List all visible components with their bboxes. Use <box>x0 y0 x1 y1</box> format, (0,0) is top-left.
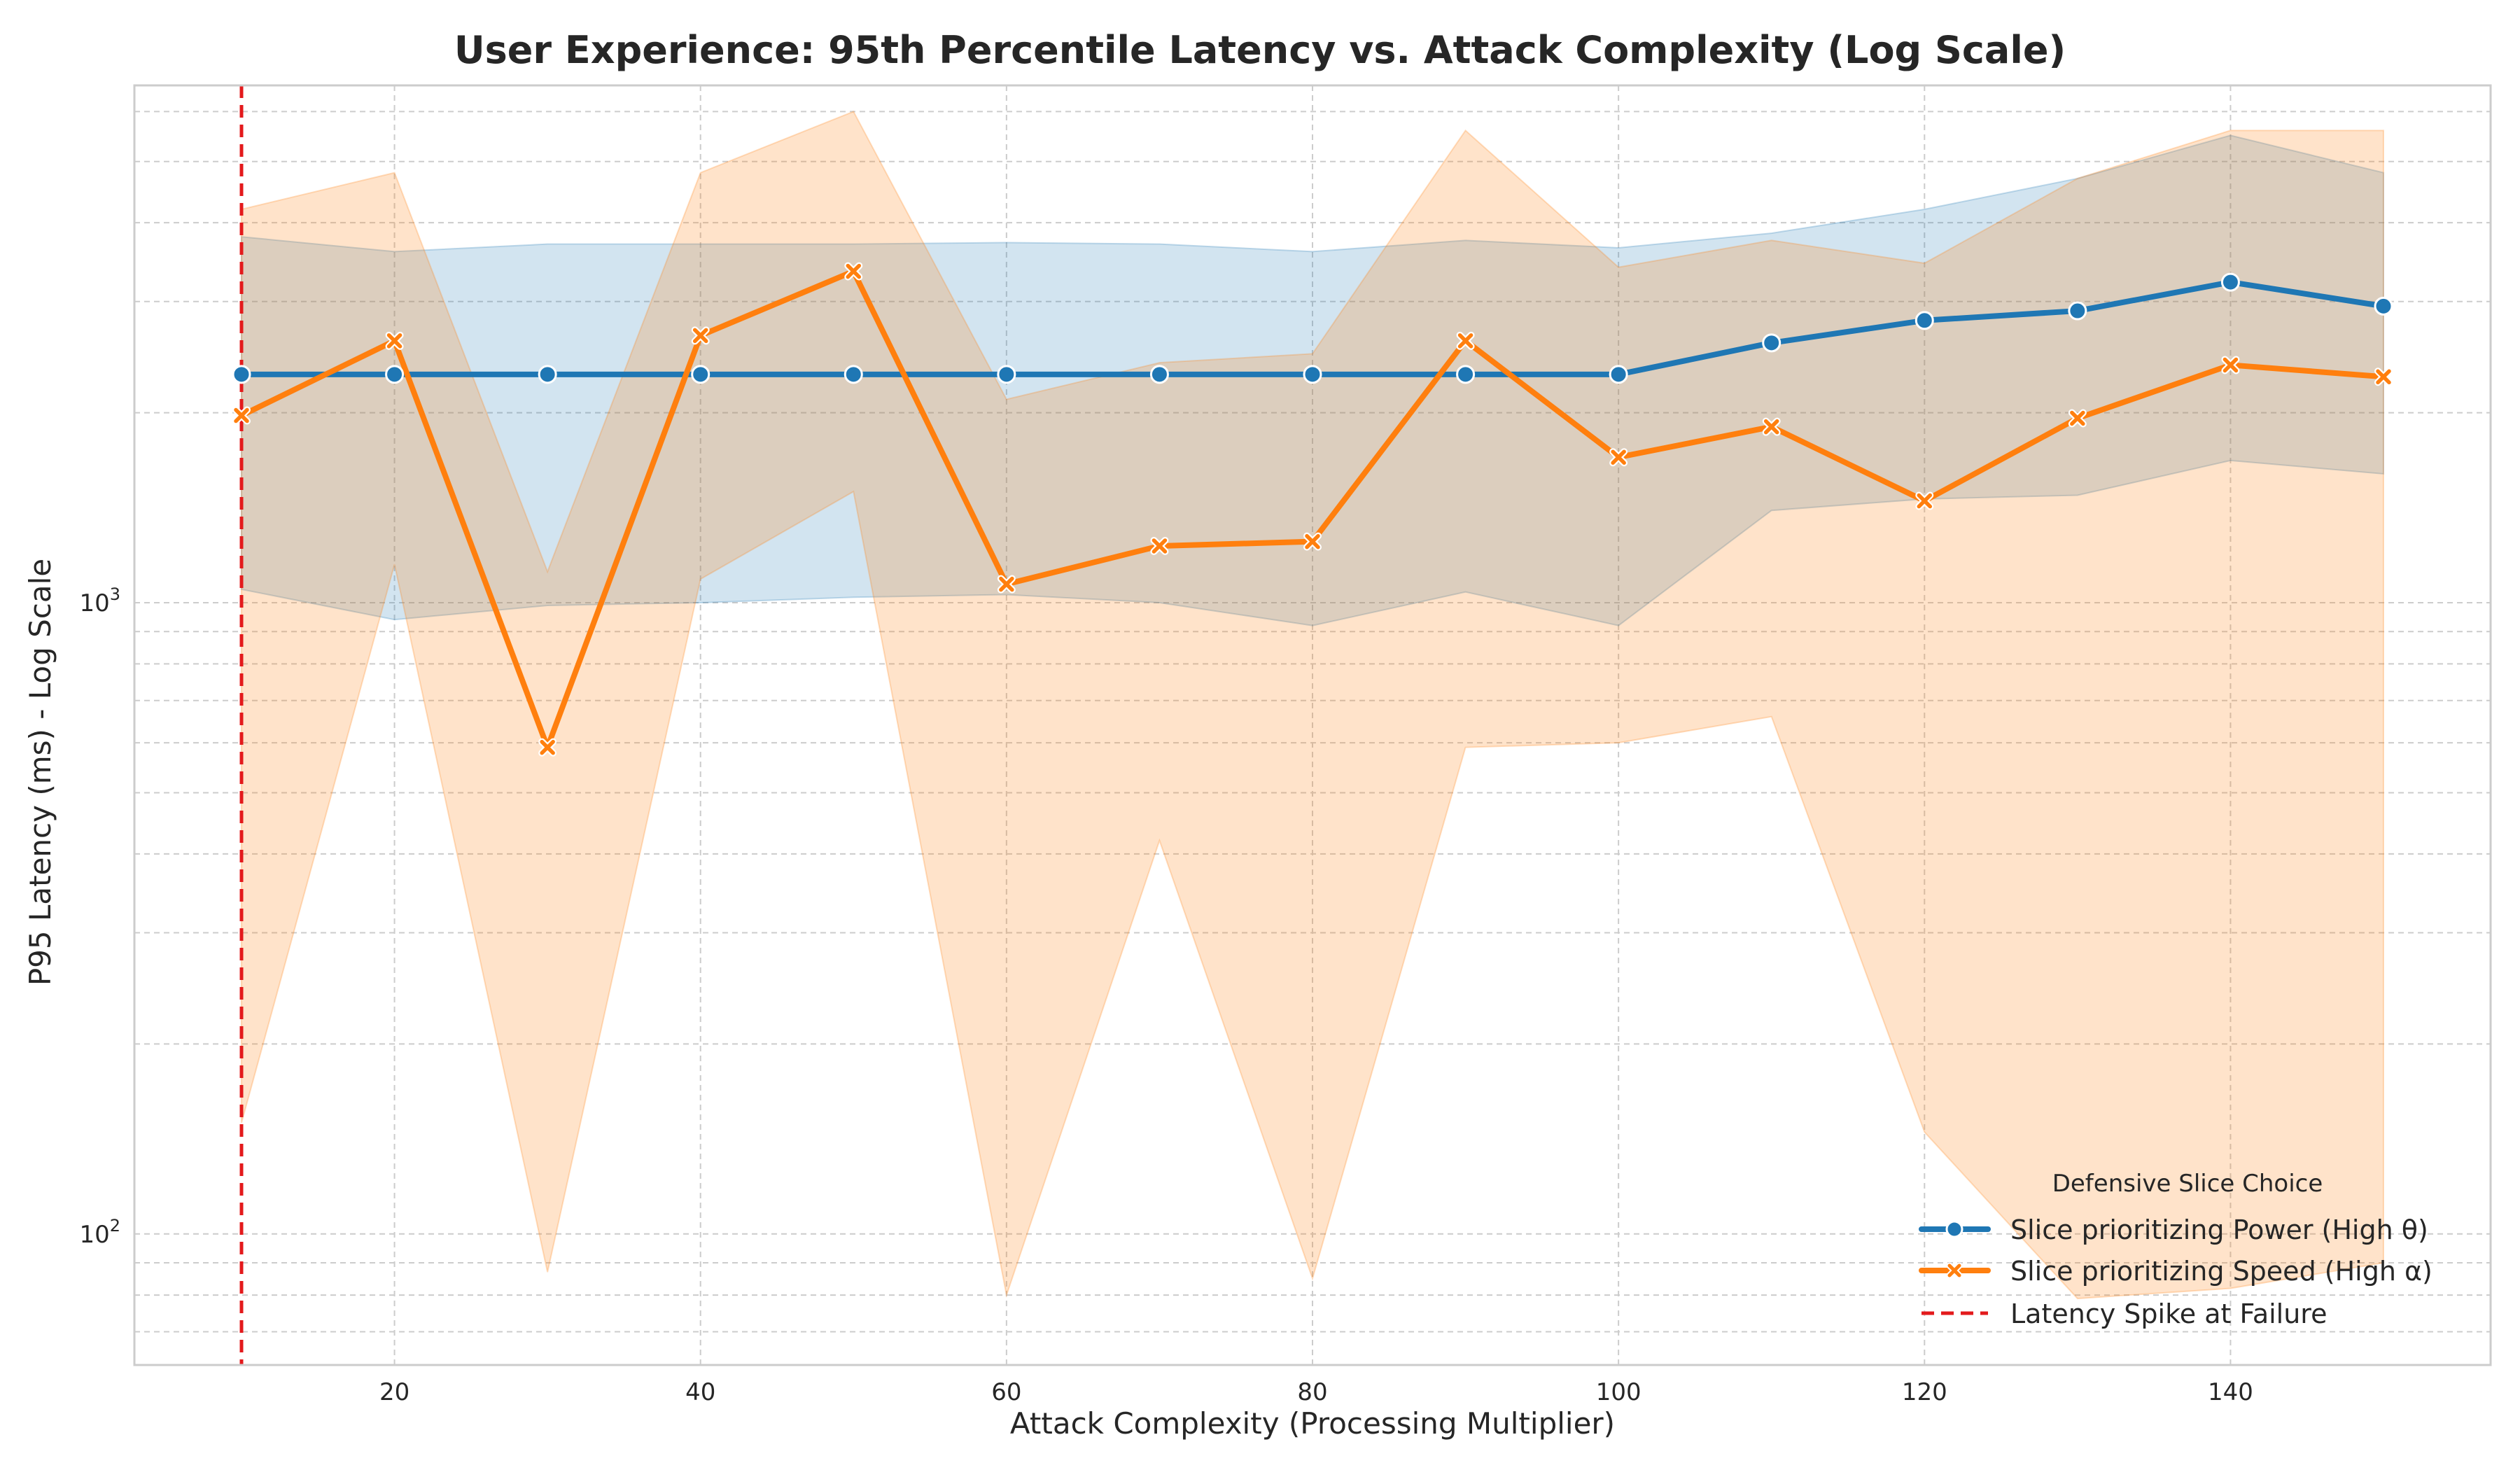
legend-marker-power <box>1945 1220 1963 1238</box>
y-tick-label: 103 <box>79 584 120 617</box>
data-point-power <box>1914 311 1934 330</box>
data-point-power <box>2068 301 2087 321</box>
data-point-speed <box>232 406 251 425</box>
data-point-speed-mark <box>1611 449 1626 465</box>
data-point-speed-mark <box>692 328 708 344</box>
confidence-band-speed <box>241 111 2384 1300</box>
x-tick-label: 120 <box>1902 1378 1947 1406</box>
data-point-speed-mark <box>540 739 555 755</box>
data-point-speed-mark <box>1763 419 1779 435</box>
data-point-speed <box>538 738 557 757</box>
data-point-power <box>2374 296 2393 316</box>
data-point-speed <box>1609 448 1628 467</box>
data-point-speed <box>1456 331 1475 350</box>
legend-title: Defensive Slice Choice <box>2052 1170 2323 1198</box>
data-point-speed-mark <box>2222 357 2239 373</box>
legend-label-speed: Slice prioritizing Speed (High α) <box>2010 1256 2432 1287</box>
data-point-speed-mark <box>386 333 402 349</box>
data-point-speed-mark <box>1917 493 1933 509</box>
data-point-speed-mark <box>2070 410 2085 426</box>
plot-frame <box>133 84 2492 1366</box>
data-point-speed-mark <box>1152 538 1168 554</box>
data-point-speed <box>691 326 710 345</box>
data-point-speed <box>1150 536 1169 555</box>
data-point-speed-mark <box>2376 369 2391 385</box>
data-point-speed-mark <box>1457 333 1474 349</box>
legend-item-power: Slice prioritizing Power (High θ) <box>1919 1214 2428 1245</box>
legend-label-power: Slice prioritizing Power (High θ) <box>2010 1214 2428 1245</box>
data-point-speed <box>2068 409 2087 428</box>
data-point-speed <box>2374 368 2393 386</box>
x-tick-label: 20 <box>379 1378 410 1406</box>
plot-area <box>133 84 2492 1366</box>
data-point-speed-mark <box>999 576 1014 592</box>
data-point-power <box>1303 365 1322 384</box>
y-axis-label: P95 Latency (ms) - Log Scale <box>23 559 57 986</box>
data-point-speed <box>385 331 404 350</box>
data-point-power <box>1149 365 1169 384</box>
data-point-power <box>1762 333 1782 353</box>
data-point-power <box>232 365 251 384</box>
x-axis-label: Attack Complexity (Processing Multiplier… <box>1010 1406 1615 1441</box>
x-axis-ticks: 20 40 60 80 100 120 140 <box>379 1378 2253 1406</box>
series-markers <box>232 262 2393 757</box>
data-point-speed-mark <box>234 407 249 424</box>
data-point-power <box>844 365 863 384</box>
data-point-speed <box>997 575 1016 594</box>
data-point-power <box>385 365 405 384</box>
data-point-speed <box>844 262 863 281</box>
legend-item-speed: Slice prioritizing Speed (High α) <box>1919 1256 2432 1287</box>
data-point-speed-mark <box>846 263 862 279</box>
data-point-power <box>2220 272 2240 292</box>
grid <box>134 85 2491 1365</box>
chart-title: User Experience: 95th Percentile Latency… <box>454 28 2066 72</box>
x-tick-label: 100 <box>1596 1378 1642 1406</box>
data-point-speed <box>2221 356 2240 374</box>
x-tick-label: 60 <box>991 1378 1021 1406</box>
legend-item-reference: Latency Spike at Failure <box>1921 1298 2327 1329</box>
data-point-power <box>538 365 557 384</box>
legend: Defensive Slice Choice Slice prioritizin… <box>1919 1170 2432 1329</box>
data-point-power <box>691 365 710 384</box>
data-point-speed <box>1915 491 1934 510</box>
data-point-speed-mark <box>1305 533 1320 550</box>
legend-label-reference: Latency Spike at Failure <box>2010 1298 2327 1329</box>
x-tick-label: 40 <box>685 1378 715 1406</box>
x-tick-label: 140 <box>2208 1378 2253 1406</box>
data-point-speed <box>1303 532 1322 551</box>
y-axis-ticks: 102 103 <box>79 584 120 1249</box>
data-point-power <box>997 365 1016 384</box>
y-tick-label: 102 <box>79 1216 120 1249</box>
data-point-power <box>1456 365 1476 384</box>
x-tick-label: 80 <box>1297 1378 1327 1406</box>
data-point-power <box>1609 365 1628 384</box>
legend-marker-speed-inner <box>1947 1264 1961 1278</box>
data-point-speed <box>1762 417 1781 436</box>
